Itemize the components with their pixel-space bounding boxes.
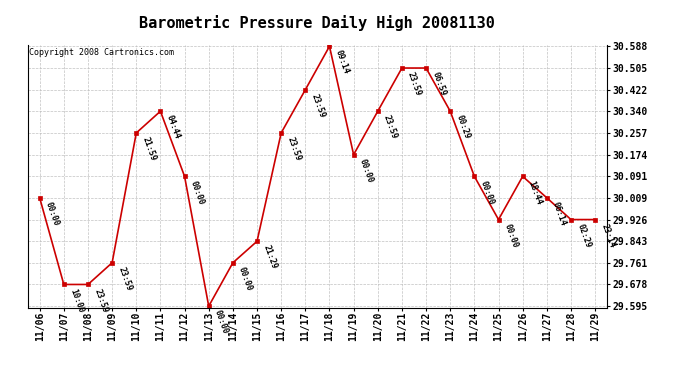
Text: Copyright 2008 Cartronics.com: Copyright 2008 Cartronics.com — [29, 48, 174, 57]
Text: 00:00: 00:00 — [479, 179, 495, 206]
Text: 23:59: 23:59 — [310, 93, 326, 119]
Text: 00:00: 00:00 — [237, 266, 254, 292]
Text: 10:00: 10:00 — [68, 287, 85, 314]
Text: 02:29: 02:29 — [575, 222, 592, 249]
Text: 21:59: 21:59 — [141, 136, 157, 162]
Text: 06:14: 06:14 — [551, 201, 568, 227]
Text: 00:00: 00:00 — [213, 309, 230, 336]
Text: 23:14: 23:14 — [600, 222, 616, 249]
Text: 23:59: 23:59 — [92, 287, 109, 314]
Text: Barometric Pressure Daily High 20081130: Barometric Pressure Daily High 20081130 — [139, 15, 495, 31]
Text: 00:29: 00:29 — [455, 114, 471, 141]
Text: 23:59: 23:59 — [406, 71, 423, 98]
Text: 00:00: 00:00 — [503, 222, 520, 249]
Text: 21:29: 21:29 — [262, 244, 278, 271]
Text: 00:00: 00:00 — [44, 201, 61, 227]
Text: 23:59: 23:59 — [286, 136, 302, 162]
Text: 09:14: 09:14 — [334, 49, 351, 76]
Text: 23:59: 23:59 — [117, 266, 133, 292]
Text: 04:44: 04:44 — [165, 114, 181, 141]
Text: 06:59: 06:59 — [431, 71, 447, 98]
Text: 00:00: 00:00 — [189, 179, 206, 206]
Text: 18:44: 18:44 — [527, 179, 544, 206]
Text: 23:59: 23:59 — [382, 114, 399, 141]
Text: 00:00: 00:00 — [358, 158, 375, 184]
